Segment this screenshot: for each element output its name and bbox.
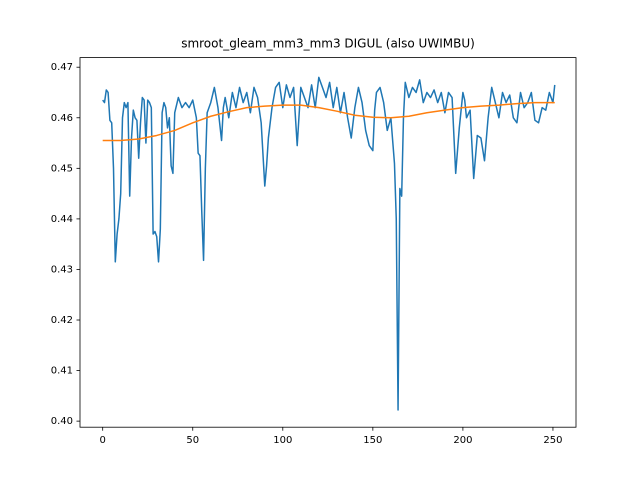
y-tick-label: 0.41 bbox=[51, 366, 73, 377]
y-tick-label: 0.45 bbox=[51, 163, 73, 174]
x-tick-label: 250 bbox=[543, 435, 562, 446]
y-tick-label: 0.46 bbox=[51, 113, 73, 124]
y-tick-label: 0.43 bbox=[51, 264, 73, 275]
plot-frame bbox=[79, 57, 577, 428]
y-tick-label: 0.47 bbox=[51, 62, 73, 73]
x-tick-label: 0 bbox=[100, 435, 106, 446]
x-tick-label: 200 bbox=[453, 435, 472, 446]
line-series bbox=[102, 101, 555, 142]
chart-title: smroot_gleam_mm3_mm3 DIGUL (also UWIMBU) bbox=[181, 37, 475, 51]
y-tick-label: 0.42 bbox=[51, 315, 73, 326]
x-tick-label: 100 bbox=[273, 435, 292, 446]
y-tick-label: 0.40 bbox=[51, 416, 73, 427]
x-tick-label: 150 bbox=[363, 435, 382, 446]
line-series bbox=[102, 76, 556, 411]
x-tick-label: 50 bbox=[186, 435, 199, 446]
y-tick-label: 0.44 bbox=[51, 214, 73, 225]
